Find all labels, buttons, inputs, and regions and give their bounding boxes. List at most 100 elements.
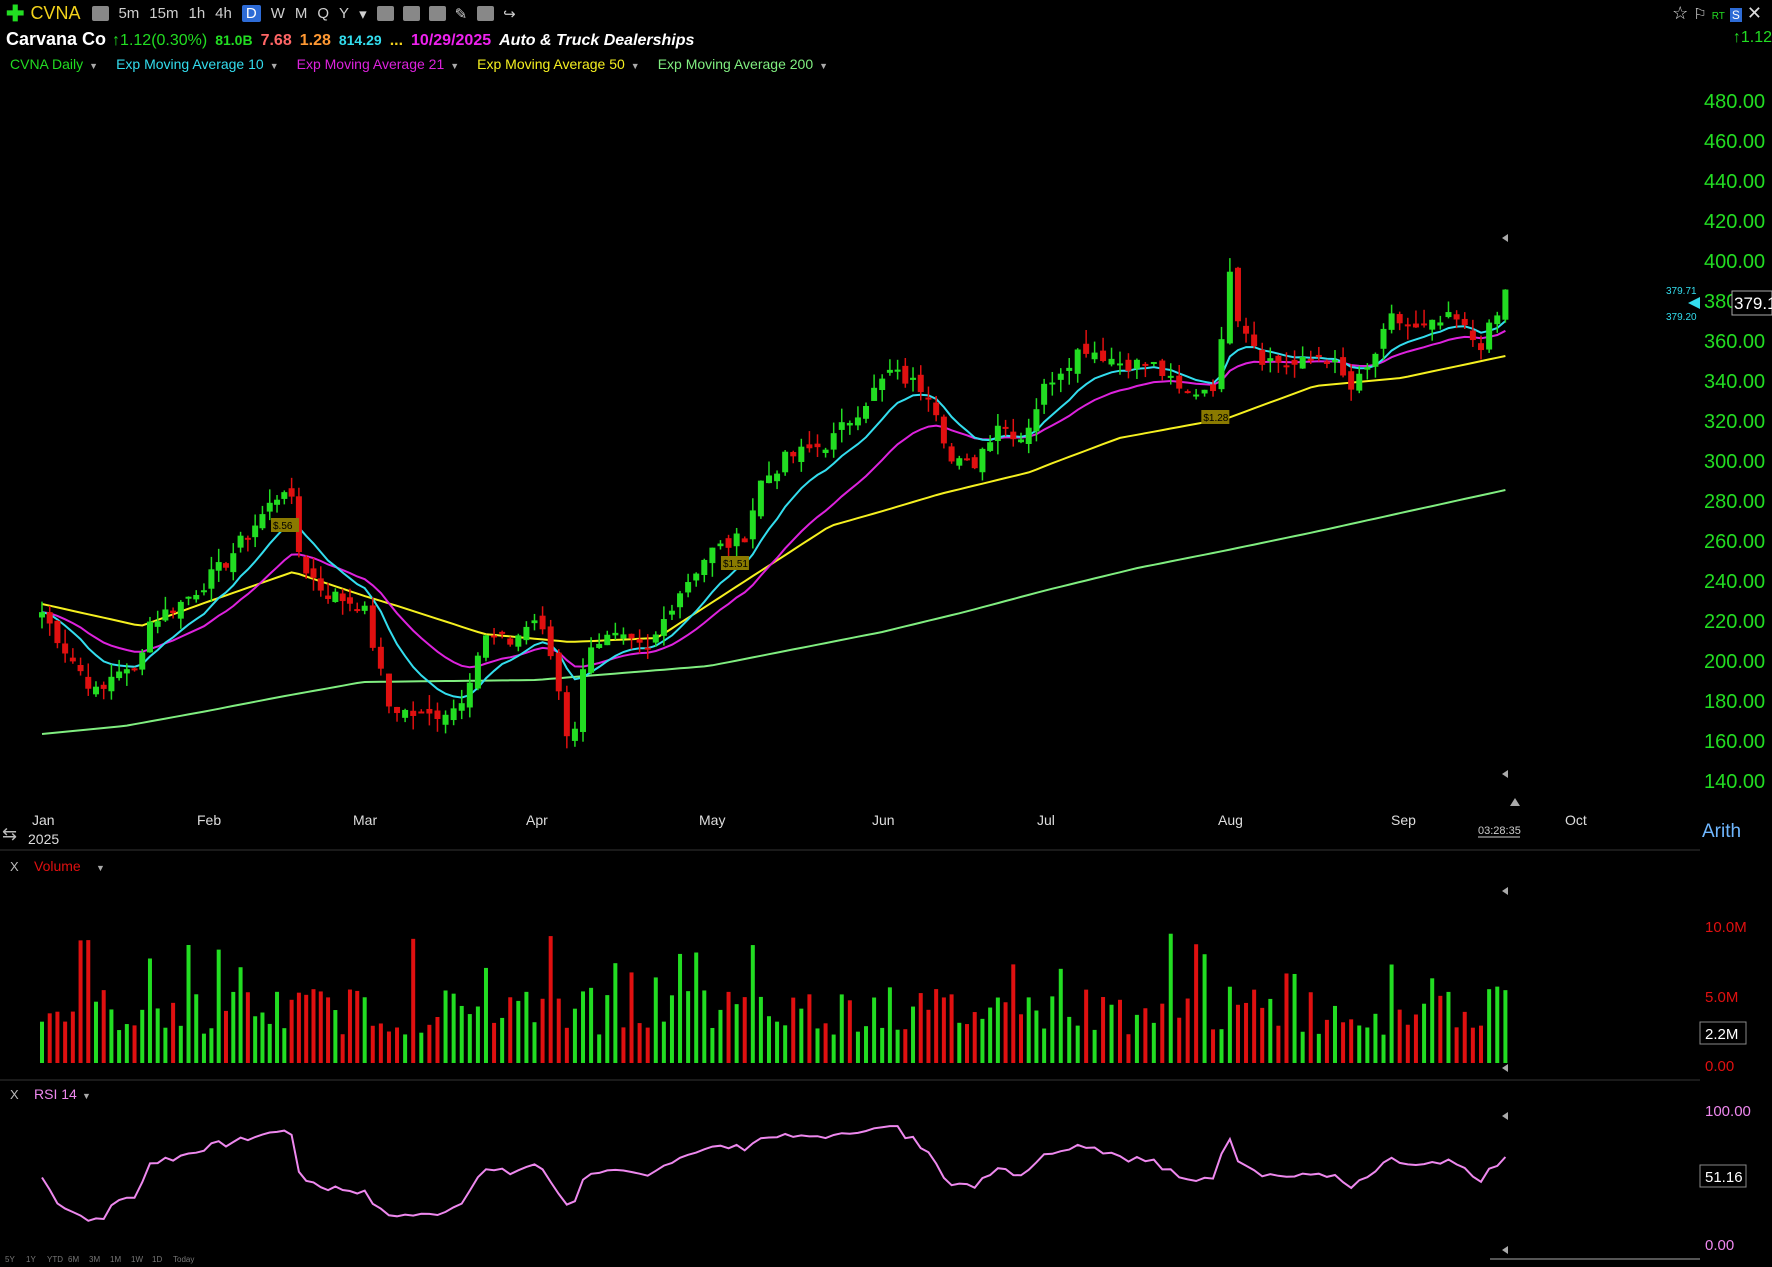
tf-weekly[interactable]: W (270, 5, 285, 22)
volume-bar (972, 1012, 977, 1063)
candle-body (1193, 394, 1200, 397)
volume-bar (1134, 1014, 1139, 1063)
volume-bar (362, 997, 367, 1063)
range-button-1w[interactable]: 1W (131, 1255, 143, 1264)
candle-body (933, 402, 940, 416)
candle-body (1356, 373, 1363, 391)
vol-scroll-icon[interactable] (1502, 887, 1508, 895)
range-button-ytd[interactable]: YTD (47, 1255, 63, 1264)
volume-bar (1117, 999, 1122, 1063)
industry[interactable]: Auto & Truck Dealerships (499, 32, 695, 49)
rsi-title[interactable]: RSI 14 (34, 1086, 77, 1102)
notes-icon[interactable] (477, 6, 495, 21)
candle-body (725, 538, 732, 548)
volume-bar (378, 1023, 383, 1063)
volume-bar (934, 989, 939, 1063)
range-button-today[interactable]: Today (173, 1255, 194, 1264)
close-window-icon[interactable]: ✕ (1746, 3, 1762, 23)
add-icon[interactable]: ✚ (6, 0, 25, 26)
range-button-1d[interactable]: 1D (152, 1255, 162, 1264)
chevron-down-icon[interactable]: ▾ (359, 5, 367, 23)
template-icon[interactable] (376, 6, 394, 21)
month-label: May (699, 812, 725, 828)
symbol-input[interactable]: CVNA (30, 3, 81, 23)
range-button-6m[interactable]: 6M (68, 1255, 79, 1264)
tf-4h[interactable]: 4h (215, 5, 232, 22)
legend-ema21-label: Exp Moving Average 21 (296, 56, 445, 72)
candle-body (854, 417, 861, 426)
volume-title[interactable]: Volume (34, 858, 81, 874)
tf-quarterly[interactable]: Q (317, 5, 330, 22)
rsi-caret-icon[interactable]: ▼ (82, 1091, 91, 1101)
calculator-icon[interactable] (428, 6, 446, 21)
candle-body (749, 510, 756, 540)
legend-ema10[interactable]: Exp Moving Average 10 ▼ (116, 56, 279, 72)
candle-body (588, 647, 595, 673)
legend-ema200[interactable]: Exp Moving Average 200 ▼ (657, 56, 829, 72)
scroll-down-icon[interactable] (1502, 770, 1508, 778)
volume-bar (995, 997, 1000, 1063)
volume-bar (296, 992, 301, 1063)
rsi-close-button[interactable]: X (10, 1087, 19, 1102)
volume-bar (694, 952, 699, 1063)
tf-yearly[interactable]: Y (339, 5, 350, 22)
tf-monthly[interactable]: M (294, 5, 308, 22)
scale-mode-button[interactable]: Arith (1702, 821, 1741, 842)
volume-bar (1058, 968, 1063, 1063)
candle-body (1184, 391, 1191, 394)
volume-bar (1075, 1025, 1080, 1063)
candle-body (782, 451, 789, 473)
tf-daily[interactable]: D (241, 5, 261, 22)
volume-bar (564, 1027, 569, 1063)
sp-icon[interactable]: S (1729, 8, 1742, 22)
range-button-1y[interactable]: 1Y (26, 1255, 36, 1264)
legend-price[interactable]: CVNA Daily ▼ (10, 56, 99, 72)
range-button-5y[interactable]: 5Y (5, 1255, 15, 1264)
share-icon[interactable]: ↪ (503, 5, 516, 23)
volume-bar (467, 1014, 472, 1063)
candle-body (1234, 267, 1241, 322)
range-button-3m[interactable]: 3M (89, 1255, 100, 1264)
stat-2: 7.68 (260, 32, 292, 49)
rsi-scroll-bottom-icon[interactable] (1502, 1246, 1508, 1254)
tf-5m[interactable]: 5m (118, 5, 140, 22)
scroll-up-icon[interactable] (1502, 234, 1508, 242)
draw-pencil-icon[interactable]: ✎ (454, 5, 468, 23)
volume-bar (988, 1007, 993, 1063)
volume-bar (941, 997, 946, 1063)
rsi-line (41, 1125, 1507, 1222)
candle-body (450, 708, 457, 721)
range-button-1m[interactable]: 1M (110, 1255, 121, 1264)
volume-bar (831, 1034, 836, 1063)
rsi-scroll-icon[interactable] (1502, 1112, 1508, 1120)
volume-bar (475, 1006, 480, 1063)
volume-bar (965, 1024, 970, 1063)
candle-body (310, 568, 317, 578)
flag-icon[interactable]: ⚐ (1693, 6, 1707, 23)
tf-1h[interactable]: 1h (188, 5, 206, 22)
speaker-icon[interactable] (92, 6, 110, 21)
volume-bar (980, 1018, 985, 1063)
reset-zoom-icon[interactable]: ⇆ (2, 824, 17, 844)
bar-chart-icon[interactable] (402, 6, 420, 21)
star-icon[interactable]: ☆ (1672, 3, 1689, 23)
volume-bar (887, 987, 892, 1063)
scroll-right-icon[interactable] (1510, 798, 1520, 806)
volume-bar (1151, 1022, 1156, 1063)
tf-15m[interactable]: 15m (149, 5, 179, 22)
more-dots[interactable]: ... (389, 32, 404, 49)
candle-body (644, 647, 651, 650)
candle-body (1259, 349, 1266, 365)
candle-body (1251, 334, 1258, 347)
rt-icon[interactable]: RT (1711, 11, 1725, 22)
legend-ema21[interactable]: Exp Moving Average 21 ▼ (296, 56, 460, 72)
price-tick: 440.00 (1704, 171, 1765, 193)
vol-scroll-bottom-icon[interactable] (1502, 1064, 1508, 1072)
candle-body (402, 709, 409, 718)
legend-ema50[interactable]: Exp Moving Average 50 ▼ (477, 56, 640, 72)
volume-close-button[interactable]: X (10, 859, 19, 874)
volume-caret-icon[interactable]: ▼ (96, 863, 105, 873)
company-name: Carvana Co (6, 29, 107, 49)
candle-body (1167, 375, 1174, 378)
